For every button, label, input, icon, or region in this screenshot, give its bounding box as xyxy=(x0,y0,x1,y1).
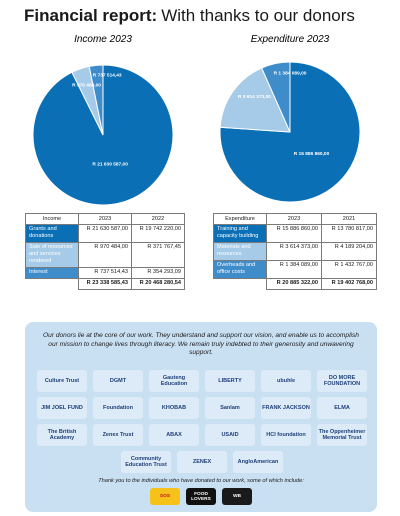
donor-logo: ZENEX xyxy=(177,451,227,473)
donor-logo: DGMT xyxy=(93,370,143,392)
pie-charts: Income 2023 R 21 630 587,00 R 970 484,00 R … xyxy=(32,34,361,206)
donor-logo: FRANK JACKSON xyxy=(261,397,311,419)
table-row: Training and capacity building R 15 886 8… xyxy=(213,223,377,243)
amount-cell: R 1 384 089,00 xyxy=(266,259,322,279)
donor-logo: JIM JOEL FUND xyxy=(37,397,87,419)
row-label: Materials and resources xyxy=(213,241,267,261)
donor-logo: The British Academy xyxy=(37,424,87,446)
subtitle: With thanks to our donors xyxy=(161,6,355,25)
pie-slice xyxy=(261,61,291,133)
amount-cell: R 371 767,45 xyxy=(131,241,185,268)
pie-slice xyxy=(88,64,104,136)
amount-cell: R 970 484,00 xyxy=(78,241,132,268)
donor-logo: Community Education Trust xyxy=(121,451,171,473)
table-row: Grants and donations R 21 630 587,00 R 19 … xyxy=(25,223,185,243)
individual-logos: SOS FOOD LOVERS WB xyxy=(25,488,377,505)
total-cell: R 20 885 322,00 xyxy=(266,277,322,290)
total-row: R 23 338 585,43 R 20 468 280,54 xyxy=(25,277,185,290)
amount-cell: R 15 886 860,00 xyxy=(266,223,322,243)
amount-cell: R 3 614 373,00 xyxy=(266,241,322,261)
row-label: Training and capacity building xyxy=(213,223,267,243)
table-row: Overheads and office costs R 1 384 089,00… xyxy=(213,259,377,279)
donor-logo: AngloAmerican xyxy=(233,451,283,473)
donor-logo: Culture Trust xyxy=(37,370,87,392)
page-title: Financial report: With thanks to our dono… xyxy=(24,6,355,26)
individual-logo: WB xyxy=(222,488,252,505)
row-label: Sale of resources and services rendered xyxy=(25,241,79,268)
table-row: Materials and resources R 3 614 373,00 R 4… xyxy=(213,241,377,261)
header-cell: 2023 xyxy=(78,213,132,225)
slice-label: R 3 614 373,00 xyxy=(238,94,271,100)
header-cell: 2022 xyxy=(131,213,185,225)
individual-logo: SOS xyxy=(150,488,180,505)
donor-logo: KHOBAB xyxy=(149,397,199,419)
header-cell: 2021 xyxy=(321,213,377,225)
donor-logo: Zenex Trust xyxy=(93,424,143,446)
donor-logo: ubuhle xyxy=(261,370,311,392)
header-cell: 2023 xyxy=(266,213,322,225)
donor-logo: The Oppenheimer Memorial Trust xyxy=(317,424,367,446)
total-row: R 20 885 322,00 R 19 402 768,00 xyxy=(213,277,377,290)
donor-logo: Foundation xyxy=(93,397,143,419)
donor-logo: Gauteng Education xyxy=(149,370,199,392)
table-header: Expenditure 2023 2021 xyxy=(213,213,377,225)
slice-label: R 15 886 860,00 xyxy=(294,151,330,157)
table-row: Sale of resources and services rendered R… xyxy=(25,241,185,268)
finance-table: Expenditure 2023 2021 Training and capacity… xyxy=(213,213,377,290)
header-cell: Income xyxy=(25,213,79,225)
individual-logo: FOOD LOVERS xyxy=(186,488,216,505)
total-cell: R 23 338 585,43 xyxy=(78,277,132,290)
donor-text: Our donors lie at the core of our work. … xyxy=(43,332,359,357)
thanks-text: Thank you to the individuals who have do… xyxy=(98,478,304,484)
pie-title: Income 2023 xyxy=(74,34,132,45)
donor-logo: ELMA xyxy=(317,397,367,419)
donor-logo: USAID xyxy=(205,424,255,446)
slice-label: R 21 630 587,00 xyxy=(92,162,128,168)
donor-logo: HCI foundation xyxy=(261,424,311,446)
table-header: Income 2023 2022 xyxy=(25,213,185,225)
amount-cell: R 354 293,09 xyxy=(131,266,185,279)
amount-cell: R 13 780 817,00 xyxy=(321,223,377,243)
row-label: Overheads and office costs xyxy=(213,259,267,279)
table-row: Interest R 737 514,43 R 354 293,09 xyxy=(25,266,185,279)
slice-label: R 970 484,00 xyxy=(72,83,101,89)
row-label: Interest xyxy=(25,266,79,279)
pie-slice xyxy=(219,67,291,133)
donor-logo: LIBERTY xyxy=(205,370,255,392)
total-cell: R 19 402 768,00 xyxy=(321,277,377,290)
row-label: Grants and donations xyxy=(25,223,79,243)
blank-cell xyxy=(213,277,267,290)
slice-label: R 1 384 089,00 xyxy=(274,70,307,76)
donor-logo: ABAX xyxy=(149,424,199,446)
title: Financial report: xyxy=(24,6,158,25)
slice-label: R 737 514,43 xyxy=(93,73,122,79)
blank-cell xyxy=(25,277,79,290)
total-cell: R 20 468 280,54 xyxy=(131,277,185,290)
amount-cell: R 4 189 204,00 xyxy=(321,241,377,261)
amount-cell: R 1 432 767,00 xyxy=(321,259,377,279)
donor-logos: Culture Trust DGMT Gauteng Education LIBERT… xyxy=(37,370,367,473)
finance-table: Income 2023 2022 Grants and donations R 21 6… xyxy=(25,213,185,290)
donor-logo: Sanlam xyxy=(205,397,255,419)
amount-cell: R 737 514,43 xyxy=(78,266,132,279)
amount-cell: R 19 742 220,00 xyxy=(131,223,185,243)
donor-box: Our donors lie at the core of our work. … xyxy=(25,322,377,512)
header-cell: Expenditure xyxy=(213,213,267,225)
pie-title: Expenditure 2023 xyxy=(251,34,330,45)
amount-cell: R 21 630 587,00 xyxy=(78,223,132,243)
donor-logo: DO MORE FOUNDATION xyxy=(317,370,367,392)
